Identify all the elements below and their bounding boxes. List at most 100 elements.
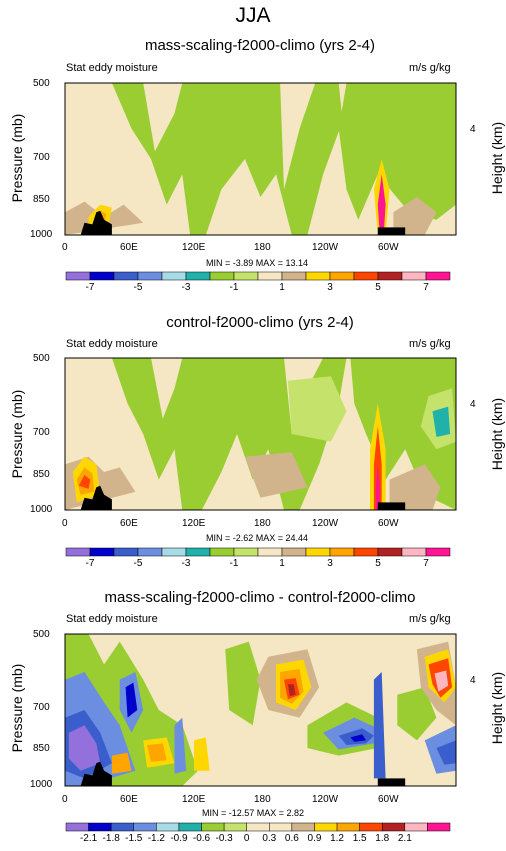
colorbar-label: -3: [181, 282, 191, 293]
colorbar-box: [257, 547, 283, 557]
plot-frame: [64, 633, 457, 787]
colorbar-box: [314, 822, 338, 832]
contour-region: [111, 83, 343, 235]
y-tick: 700: [33, 702, 50, 713]
colorbar-box: [137, 547, 163, 557]
colorbar-box: [65, 822, 89, 832]
colorbar-box: [89, 547, 115, 557]
colorbar-label: 3: [327, 558, 333, 569]
colorbar-box: [209, 547, 235, 557]
colorbar-box: [89, 271, 115, 281]
right-string: m/s g/kg: [409, 613, 451, 625]
left-string: Stat eddy moisture: [66, 62, 158, 74]
colorbar-label: -0.3: [215, 833, 233, 844]
colorbar-box: [377, 547, 403, 557]
colorbar-label: 1.5: [352, 833, 367, 844]
colorbar-box: [156, 822, 180, 832]
contour-region: [78, 475, 91, 489]
min-max-label: MIN = -2.62 MAX = 24.44: [206, 533, 309, 543]
contour-region: [373, 672, 386, 779]
topography: [80, 761, 112, 786]
colorbar-box: [223, 822, 247, 832]
y-tick: 1000: [30, 504, 53, 515]
y-tick: 700: [33, 427, 50, 438]
colorbar-box: [291, 822, 315, 832]
panel-title: mass-scaling-f2000-climo (yrs 2-4): [144, 37, 376, 54]
x-tick: 60E: [120, 518, 138, 529]
right-tick: 4: [470, 675, 476, 686]
contour-region: [111, 752, 132, 774]
x-tick: 120E: [182, 518, 206, 529]
colorbar-box: [269, 822, 293, 832]
colorbar-label: 1: [279, 558, 285, 569]
colorbar-box: [161, 547, 187, 557]
y-tick: 500: [33, 629, 50, 640]
right-string: m/s g/kg: [409, 338, 451, 350]
colorbar-box: [281, 547, 307, 557]
colorbar-box: [359, 822, 383, 832]
colorbar-box: [281, 271, 307, 281]
colorbar-label: 5: [375, 282, 381, 293]
colorbar-box: [137, 271, 163, 281]
contour-region: [377, 174, 386, 235]
colorbar-box: [257, 271, 283, 281]
colorbar-label: -5: [133, 282, 143, 293]
contour-region: [125, 682, 138, 718]
left-string: Stat eddy moisture: [66, 338, 158, 350]
colorbar-box: [65, 271, 91, 281]
plot-frame: [64, 82, 457, 236]
colorbar-box: [377, 271, 403, 281]
colorbar-box: [201, 822, 225, 832]
colorbar-box: [425, 547, 451, 557]
right-string: m/s g/kg: [409, 62, 451, 74]
colorbar-label: -1.8: [102, 833, 120, 844]
x-tick: 120E: [182, 794, 206, 805]
colorbar-box: [305, 271, 331, 281]
colorbar-label: -2.1: [79, 833, 98, 844]
colorbar-box: [427, 822, 451, 832]
x-tick: 120W: [312, 794, 339, 805]
colorbar-box: [233, 271, 259, 281]
colorbar-box: [329, 271, 355, 281]
colorbar-label: 0.3: [262, 833, 277, 844]
colorbar-label: 0.9: [307, 833, 322, 844]
x-tick: 60W: [378, 518, 399, 529]
colorbar-box: [401, 271, 427, 281]
colorbar-label: 1.8: [375, 833, 390, 844]
x-tick: 0: [62, 794, 68, 805]
colorbar-box: [178, 822, 202, 832]
x-tick: 120E: [182, 242, 206, 253]
colorbar-box: [113, 271, 139, 281]
min-max-label: MIN = -3.89 MAX = 13.14: [206, 258, 309, 268]
topography: [377, 227, 406, 235]
y-tick: 1000: [30, 779, 53, 790]
colorbar-label: -7: [85, 558, 95, 569]
contour-region: [375, 464, 380, 510]
x-tick: 0: [62, 242, 68, 253]
colorbar-box: [185, 271, 211, 281]
colorbar-label: -1.5: [125, 833, 143, 844]
contour-region: [287, 376, 347, 442]
colorbar-box: [88, 822, 112, 832]
colorbar-box: [381, 822, 406, 832]
topography: [80, 210, 112, 235]
contour-region: [68, 725, 101, 771]
colorbar-box: [185, 547, 211, 557]
colorbar-box: [110, 822, 135, 832]
y-tick: 500: [33, 353, 50, 364]
contour-region: [397, 687, 437, 741]
contour-region: [287, 684, 296, 697]
plot-frame: [64, 357, 457, 511]
colorbar-label: -1: [229, 282, 239, 293]
colorbar-label: -0.9: [170, 833, 188, 844]
y-tick: 850: [33, 194, 50, 205]
contour-region: [393, 197, 437, 235]
topography: [377, 778, 406, 786]
contour-region: [174, 717, 187, 774]
colorbar-box: [233, 547, 259, 557]
topography: [377, 502, 406, 510]
panel-title: control-f2000-climo (yrs 2-4): [166, 314, 354, 331]
colorbar-label: 3: [327, 282, 333, 293]
y-tick: 500: [33, 78, 50, 89]
colorbar-box: [113, 547, 139, 557]
